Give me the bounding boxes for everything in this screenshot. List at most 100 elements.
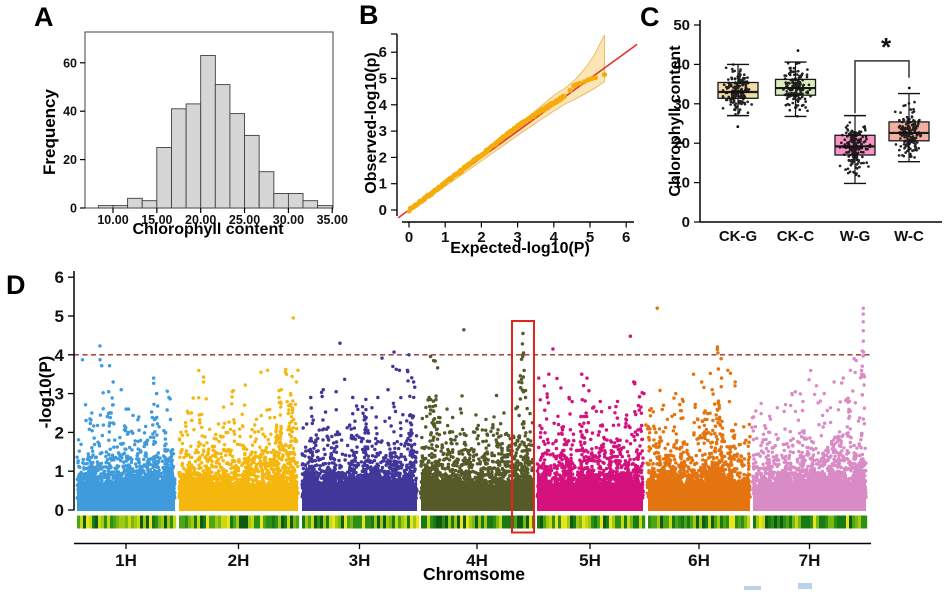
density-strip-segment <box>639 515 643 529</box>
density-strip-segment <box>383 515 387 529</box>
density-strip-segment <box>128 515 132 529</box>
panel-d-manhattan: 1H 2H 3H 4H 5H 6H 7H 0 1 2 3 4 5 6 <box>55 268 871 570</box>
density-strip-segment <box>567 515 571 529</box>
density-strip-segment <box>356 515 360 529</box>
density-strip-segment <box>149 515 153 529</box>
density-strip-segment <box>789 515 793 529</box>
density-strip-segment <box>218 515 222 529</box>
density-strip-segment <box>819 515 823 529</box>
panel-d-x-axis-title: Chromsome <box>422 564 526 584</box>
chromosome-label: 3H <box>349 551 371 570</box>
density-strip-segment <box>526 515 530 529</box>
histogram-bar <box>302 200 319 209</box>
density-strip-segment <box>329 515 333 529</box>
density-strip-segment <box>421 515 425 529</box>
density-strip-segment <box>523 515 527 529</box>
density-strip-segment <box>338 515 342 529</box>
density-strip-segment <box>263 515 267 529</box>
density-strip-segment <box>350 515 354 529</box>
qq-top-point <box>601 72 608 78</box>
tick-label: 15.00 <box>141 213 172 227</box>
density-strip-segment <box>233 515 237 529</box>
tick-label: 10 <box>673 175 690 192</box>
density-strip-segment <box>493 515 497 529</box>
density-strip-segment <box>621 515 625 529</box>
density-strip-segment <box>585 515 589 529</box>
density-strip-segment <box>657 515 661 529</box>
density-strip-segment <box>293 515 297 529</box>
density-strip-segment <box>448 515 452 529</box>
histogram-bar <box>141 200 158 209</box>
boxplot-CK-G <box>717 63 759 129</box>
density-strip-segment <box>439 515 443 529</box>
density-strip-segment <box>155 515 159 529</box>
tick-label: 0 <box>55 501 64 520</box>
jitter-points <box>838 121 872 178</box>
density-strip-segment <box>591 515 595 529</box>
density-strip-segment <box>466 515 470 529</box>
density-strip-segment <box>445 515 449 529</box>
density-strip-segment <box>230 515 234 529</box>
tick-label: 6 <box>379 44 387 61</box>
density-strip-segment <box>720 515 724 529</box>
density-strip-segment <box>780 515 784 529</box>
density-strip-segment <box>170 515 174 529</box>
density-strip-segment <box>89 515 93 529</box>
density-strip-segment <box>146 515 150 529</box>
density-strip-segment <box>843 515 847 529</box>
boxplot-W-G <box>834 114 876 185</box>
tick-label: 0 <box>682 214 690 231</box>
density-strip-segment <box>110 515 114 529</box>
density-strip-segment <box>529 515 533 529</box>
density-strip-segment <box>191 515 195 529</box>
density-strip-segment <box>753 515 757 529</box>
density-strip-segment <box>801 515 805 529</box>
density-strip-segment <box>389 515 393 529</box>
histogram-bar <box>214 84 231 209</box>
density-strip-segment <box>783 515 787 529</box>
density-strip-segment <box>401 515 405 529</box>
tick-label: 0 <box>70 202 77 216</box>
boxplot-CK-C <box>774 49 817 118</box>
density-strip-segment <box>173 515 177 529</box>
tick-label: 20.00 <box>185 213 216 227</box>
density-strip-segment <box>374 515 378 529</box>
density-strip-segment <box>633 515 637 529</box>
density-strip-segment <box>83 515 87 529</box>
density-strip-segment <box>188 515 192 529</box>
density-strip-segment <box>615 515 619 529</box>
tick-label: 6 <box>55 268 64 287</box>
density-strip-segment <box>723 515 727 529</box>
density-strip-segment <box>816 515 820 529</box>
density-strip-segment <box>714 515 718 529</box>
tick-label: 25.00 <box>229 213 260 227</box>
density-strip-segment <box>822 515 826 529</box>
density-strip-segment <box>654 515 658 529</box>
density-strip-segment <box>762 515 766 529</box>
density-strip-segment <box>251 515 255 529</box>
density-strip-segment <box>416 515 420 529</box>
density-strip-segment <box>413 515 417 529</box>
tick-label: 1 <box>55 462 64 481</box>
density-strip-segment <box>371 515 375 529</box>
density-strip-segment <box>284 515 288 529</box>
density-strip-segment <box>669 515 673 529</box>
tick-label: 2 <box>379 149 387 166</box>
density-strip-segment <box>573 515 577 529</box>
density-strip-segment <box>852 515 856 529</box>
tick-label: 20 <box>63 153 77 167</box>
density-strip-segment <box>125 515 129 529</box>
density-strip-segment <box>678 515 682 529</box>
density-strip-segment <box>561 515 565 529</box>
density-strip-segment <box>395 515 399 529</box>
tick-label: 2 <box>55 423 64 442</box>
density-strip-segment <box>460 515 464 529</box>
density-strip-segment <box>672 515 676 529</box>
density-strip-segment <box>221 515 225 529</box>
density-strip-segment <box>804 515 808 529</box>
tick-label: 6 <box>622 229 630 246</box>
chromosome-label: 4H <box>466 551 488 570</box>
histogram-bar <box>200 55 216 209</box>
density-strip-segment <box>433 515 437 529</box>
jitter-points <box>721 63 753 116</box>
